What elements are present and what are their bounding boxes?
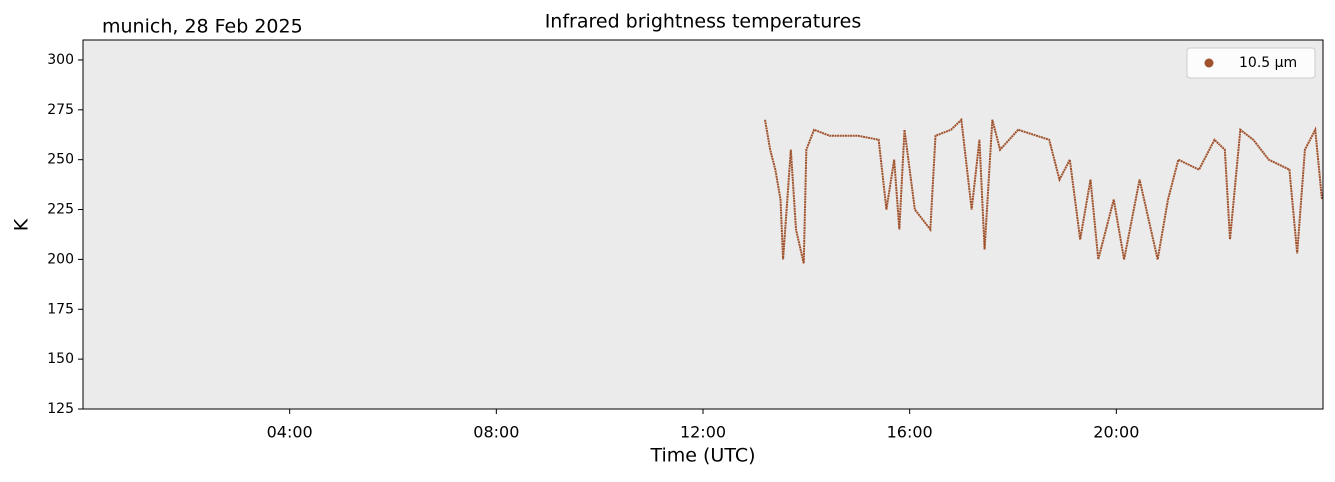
x-tick-label: 16:00 bbox=[887, 423, 933, 442]
plot-area bbox=[83, 40, 1323, 409]
chart-title: Infrared brightness temperatures bbox=[545, 11, 862, 33]
x-axis-label: Time (UTC) bbox=[649, 445, 755, 467]
y-tick-label: 225 bbox=[47, 202, 74, 218]
x-tick-label: 12:00 bbox=[680, 423, 726, 442]
y-tick-label: 125 bbox=[47, 401, 74, 417]
x-tick-label: 04:00 bbox=[267, 423, 313, 442]
chart-subtitle: munich, 28 Feb 2025 bbox=[102, 16, 303, 38]
y-tick-label: 150 bbox=[47, 351, 74, 367]
data-line bbox=[764, 117, 1323, 264]
x-tick-label: 20:00 bbox=[1093, 423, 1139, 442]
plot-frame bbox=[82, 39, 1324, 410]
y-tick-label: 200 bbox=[47, 251, 74, 267]
y-tick-label: 175 bbox=[47, 301, 74, 317]
legend-marker bbox=[1204, 58, 1214, 68]
y-tick-label: 300 bbox=[47, 52, 74, 68]
legend-box bbox=[1186, 47, 1316, 79]
y-tick-label: 250 bbox=[47, 152, 74, 168]
y-axis-label: K bbox=[11, 218, 33, 231]
y-tick-label: 275 bbox=[47, 102, 74, 118]
legend-label: 10.5 µm bbox=[1239, 55, 1297, 71]
x-tick-label: 08:00 bbox=[473, 423, 519, 442]
